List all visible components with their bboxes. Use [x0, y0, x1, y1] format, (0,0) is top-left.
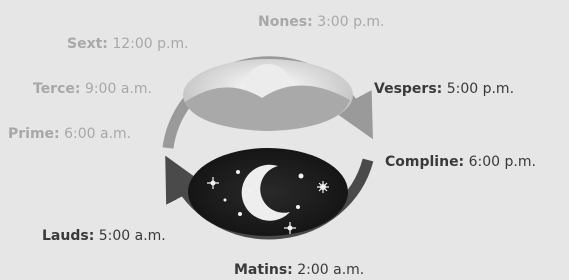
hour-name: Sext:: [67, 36, 108, 52]
hour-label: Compline: 6:00 p.m.: [385, 154, 536, 170]
canonical-hours-diagram: Nones: 3:00 p.m. Sext: 12:00 p.m. Terce:…: [0, 0, 569, 280]
hour-name: Matins:: [234, 262, 293, 278]
hour-time: 6:00 p.m.: [469, 154, 536, 170]
night-scene: [188, 148, 348, 236]
hour-time: 12:00 p.m.: [112, 36, 188, 52]
hour-name: Compline:: [385, 154, 464, 170]
hour-label: Nones: 3:00 p.m.: [258, 14, 385, 30]
hour-label: Vespers: 5:00 p.m.: [374, 81, 514, 97]
hour-name: Nones:: [258, 14, 313, 30]
hour-label: Lauds: 5:00 a.m.: [42, 228, 166, 244]
hour-time: 5:00 a.m.: [99, 228, 166, 244]
day-scene: [183, 59, 353, 131]
hour-label: Prime: 6:00 a.m.: [8, 126, 131, 142]
hour-time: 3:00 p.m.: [317, 14, 384, 30]
hour-time: 6:00 a.m.: [64, 126, 131, 142]
hour-name: Prime:: [8, 126, 60, 142]
hour-label: Matins: 2:00 a.m.: [234, 262, 364, 278]
hour-name: Lauds:: [42, 228, 94, 244]
hour-name: Terce:: [33, 81, 80, 97]
hour-time: 2:00 a.m.: [297, 262, 364, 278]
hour-time: 9:00 a.m.: [85, 81, 152, 97]
hour-label: Terce: 9:00 a.m.: [33, 81, 152, 97]
hour-label: Sext: 12:00 p.m.: [67, 36, 189, 52]
hour-time: 5:00 p.m.: [447, 81, 514, 97]
hour-name: Vespers:: [374, 81, 442, 97]
